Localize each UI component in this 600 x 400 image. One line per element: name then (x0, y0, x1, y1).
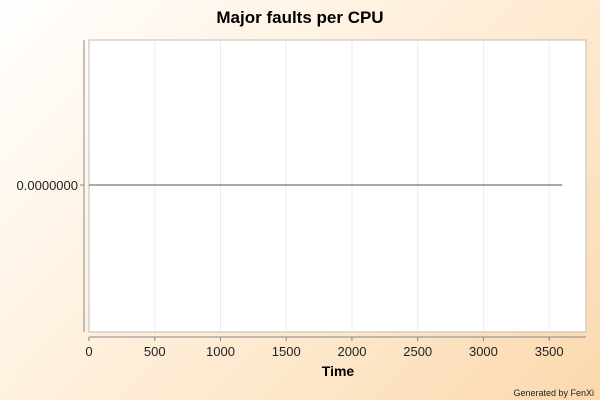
x-tick-label: 3500 (535, 344, 564, 359)
x-tick-label: 2000 (338, 344, 367, 359)
plot-area (88, 39, 587, 333)
chart-title: Major faults per CPU (216, 8, 383, 27)
x-tick-label: 1500 (272, 344, 301, 359)
x-axis-title: Time (322, 363, 355, 379)
generated-by-credit: Generated by FenXi (513, 388, 594, 398)
x-tick-label: 500 (144, 344, 166, 359)
y-tick-label: 0.0000000 (17, 178, 78, 193)
y-axis-ticks: 0.0000000 (17, 178, 84, 193)
x-tick-label: 0 (85, 344, 92, 359)
x-tick-label: 1000 (206, 344, 235, 359)
x-axis-ticks: 0 500 1000 1500 2000 2500 3000 3500 (85, 337, 564, 359)
grid-lines (154, 41, 550, 331)
x-tick-label: 2500 (403, 344, 432, 359)
x-tick-label: 3000 (469, 344, 498, 359)
